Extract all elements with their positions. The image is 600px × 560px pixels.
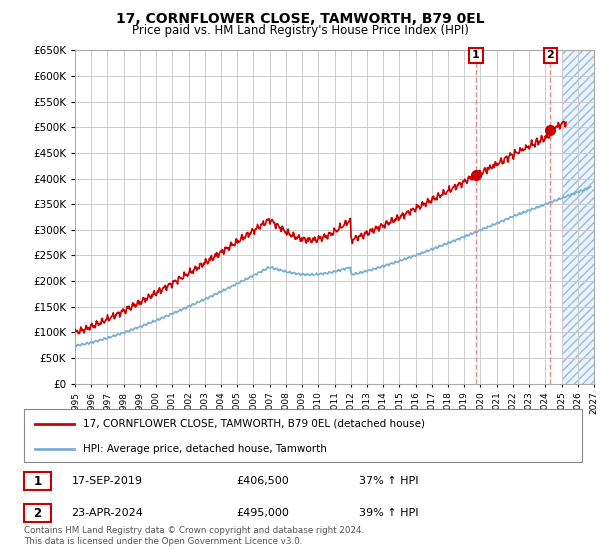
Text: 17, CORNFLOWER CLOSE, TAMWORTH, B79 0EL (detached house): 17, CORNFLOWER CLOSE, TAMWORTH, B79 0EL … [83,419,425,429]
Text: Contains HM Land Registry data © Crown copyright and database right 2024.
This d: Contains HM Land Registry data © Crown c… [24,526,364,546]
Text: HPI: Average price, detached house, Tamworth: HPI: Average price, detached house, Tamw… [83,444,326,454]
FancyBboxPatch shape [24,409,582,462]
Text: 37% ↑ HPI: 37% ↑ HPI [359,476,418,486]
Text: 23-APR-2024: 23-APR-2024 [71,508,143,518]
Text: 1: 1 [34,475,41,488]
Text: 2: 2 [34,506,41,520]
Text: 39% ↑ HPI: 39% ↑ HPI [359,508,418,518]
Text: 17, CORNFLOWER CLOSE, TAMWORTH, B79 0EL: 17, CORNFLOWER CLOSE, TAMWORTH, B79 0EL [116,12,484,26]
Bar [562,50,594,384]
Text: Price paid vs. HM Land Registry's House Price Index (HPI): Price paid vs. HM Land Registry's House … [131,24,469,36]
Text: 1: 1 [472,50,480,60]
FancyBboxPatch shape [24,504,51,522]
Text: £406,500: £406,500 [236,476,289,486]
Bar [562,50,594,384]
FancyBboxPatch shape [24,473,51,490]
Text: 2: 2 [547,50,554,60]
Text: 17-SEP-2019: 17-SEP-2019 [71,476,142,486]
Text: £495,000: £495,000 [236,508,289,518]
